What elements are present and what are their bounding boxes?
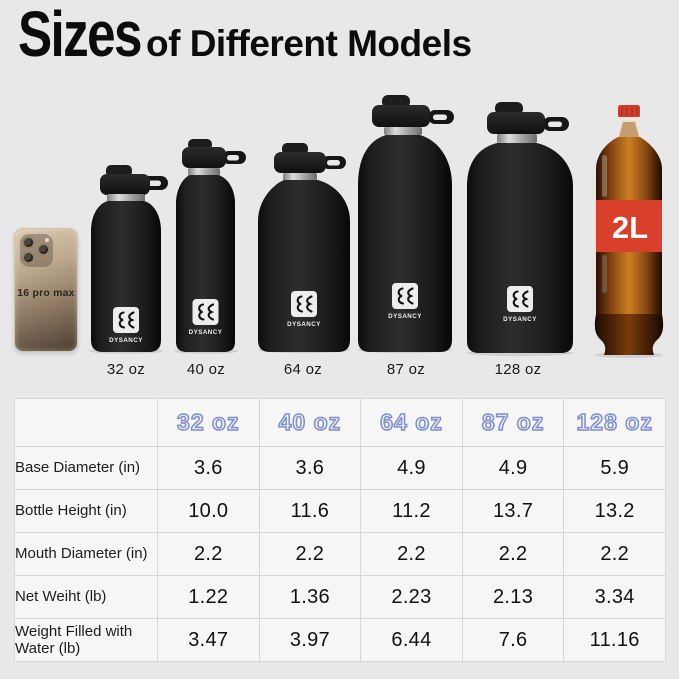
brand-text: DYSANCY	[189, 329, 223, 336]
spec-value-cell: 2.13	[461, 575, 565, 619]
title-sub: of Different Models	[146, 23, 472, 64]
table-row: Base Diameter (in) 3.6 3.6 4.9 4.9 5.9	[14, 446, 666, 490]
bottle-32oz-image: DYSANCY	[89, 165, 168, 354]
table-row: Bottle Height (in) 10.0 11.6 11.2 13.7 1…	[14, 489, 666, 533]
spec-value-cell: 3.34	[563, 575, 666, 619]
spec-value-cell: 2.2	[461, 532, 565, 576]
spec-value-cell: 1.22	[157, 575, 260, 619]
coke-2l-image: 2L	[594, 105, 664, 358]
spec-value-cell: 2.2	[157, 532, 260, 576]
column-header-32oz: 32 oz	[157, 398, 260, 447]
table-row: Net Weiht (lb) 1.22 1.36 2.23 2.13 3.34	[14, 575, 666, 619]
camera-module-icon	[20, 234, 53, 267]
spec-table: 32 oz 40 oz 64 oz 87 oz 128 oz Base Diam…	[14, 398, 666, 662]
size-label-87oz: 87 oz	[386, 361, 426, 378]
phone-model-label: 16 pro max	[17, 287, 75, 299]
spec-value-cell: 13.2	[563, 489, 666, 533]
spec-value-cell: 1.36	[258, 575, 362, 619]
size-label-64oz: 64 oz	[283, 361, 323, 378]
column-header-label: 40 oz	[278, 408, 342, 436]
bottle-87oz-image: DYSANCY	[358, 95, 454, 354]
column-header-label: 64 oz	[379, 408, 443, 436]
row-label-mouth-diameter: Mouth Diameter (in)	[14, 532, 158, 576]
bottle-40oz-image: DYSANCY	[174, 139, 246, 354]
spec-value-cell: 2.2	[258, 532, 362, 576]
spec-value-cell: 3.47	[157, 618, 260, 662]
column-header-64oz: 64 oz	[360, 398, 463, 447]
coke-label	[596, 200, 662, 252]
coke-cap	[618, 105, 640, 118]
column-header-label: 87 oz	[481, 408, 545, 436]
camera-flash-icon	[45, 238, 49, 242]
spec-value-cell: 6.44	[360, 618, 463, 662]
dysancy-logo-icon	[192, 299, 219, 325]
bottle-128oz-image: DYSANCY	[467, 102, 573, 357]
row-label-bottle-height: Bottle Height (in)	[14, 489, 158, 533]
table-row: Mouth Diameter (in) 2.2 2.2 2.2 2.2 2.2	[14, 532, 666, 576]
spec-value-cell: 2.2	[360, 532, 463, 576]
iphone-image: 16 pro max	[14, 228, 78, 352]
size-label-32oz: 32 oz	[106, 361, 146, 378]
brand-text: DYSANCY	[287, 321, 321, 328]
spec-value-cell: 10.0	[157, 489, 260, 533]
row-label-base-diameter: Base Diameter (in)	[14, 446, 158, 490]
spec-value-cell: 2.2	[563, 532, 666, 576]
spec-value-cell: 11.6	[258, 489, 362, 533]
camera-lens-icon	[22, 236, 35, 249]
row-label-net-weight: Net Weiht (lb)	[14, 575, 158, 619]
column-header-87oz: 87 oz	[461, 398, 565, 447]
spec-value-cell: 3.97	[258, 618, 362, 662]
table-row: Weight Filled with Water (lb) 3.47 3.97 …	[14, 618, 666, 662]
spec-value-cell: 4.9	[360, 446, 463, 490]
row-label-filled-weight: Weight Filled with Water (lb)	[14, 618, 158, 662]
coke-volume-label: 2L	[612, 210, 648, 245]
camera-lens-icon	[37, 243, 50, 256]
product-lineup: 16 pro max DYSANCY	[14, 95, 664, 378]
spec-value-cell: 11.2	[360, 489, 463, 533]
spec-value-cell: 3.6	[157, 446, 260, 490]
corner-cell	[14, 398, 158, 447]
spec-value-cell: 13.7	[461, 489, 565, 533]
dysancy-logo-icon	[507, 286, 533, 312]
column-header-label: 32 oz	[176, 408, 240, 436]
size-label-40oz: 40 oz	[186, 361, 226, 378]
bottle-64oz-image: DYSANCY	[258, 143, 350, 354]
spec-value-cell: 3.6	[258, 446, 362, 490]
column-header-label: 128 oz	[576, 408, 653, 436]
dysancy-logo-icon	[113, 307, 139, 333]
spec-value-cell: 11.16	[563, 618, 666, 662]
size-label-128oz: 128 oz	[494, 361, 542, 378]
brand-text: DYSANCY	[388, 313, 422, 320]
column-header-40oz: 40 oz	[258, 398, 362, 447]
brand-text: DYSANCY	[503, 316, 537, 323]
spec-value-cell: 2.23	[360, 575, 463, 619]
spec-value-cell: 7.6	[461, 618, 565, 662]
dysancy-logo-icon	[392, 283, 418, 309]
camera-lens-icon	[22, 251, 35, 264]
title-main: Sizes	[18, 0, 143, 70]
dysancy-logo-icon	[291, 291, 317, 317]
brand-text: DYSANCY	[109, 337, 143, 344]
spec-value-cell: 4.9	[461, 446, 565, 490]
table-header-row: 32 oz 40 oz 64 oz 87 oz 128 oz	[14, 398, 666, 447]
spec-value-cell: 5.9	[563, 446, 666, 490]
column-header-128oz: 128 oz	[563, 398, 666, 447]
